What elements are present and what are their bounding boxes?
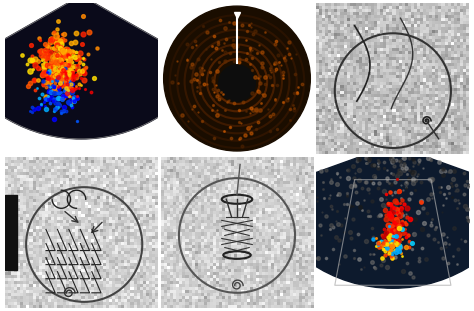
Circle shape xyxy=(219,65,255,101)
Wedge shape xyxy=(256,145,474,288)
Wedge shape xyxy=(0,0,207,139)
Circle shape xyxy=(164,6,310,151)
Bar xyxy=(5,195,17,270)
